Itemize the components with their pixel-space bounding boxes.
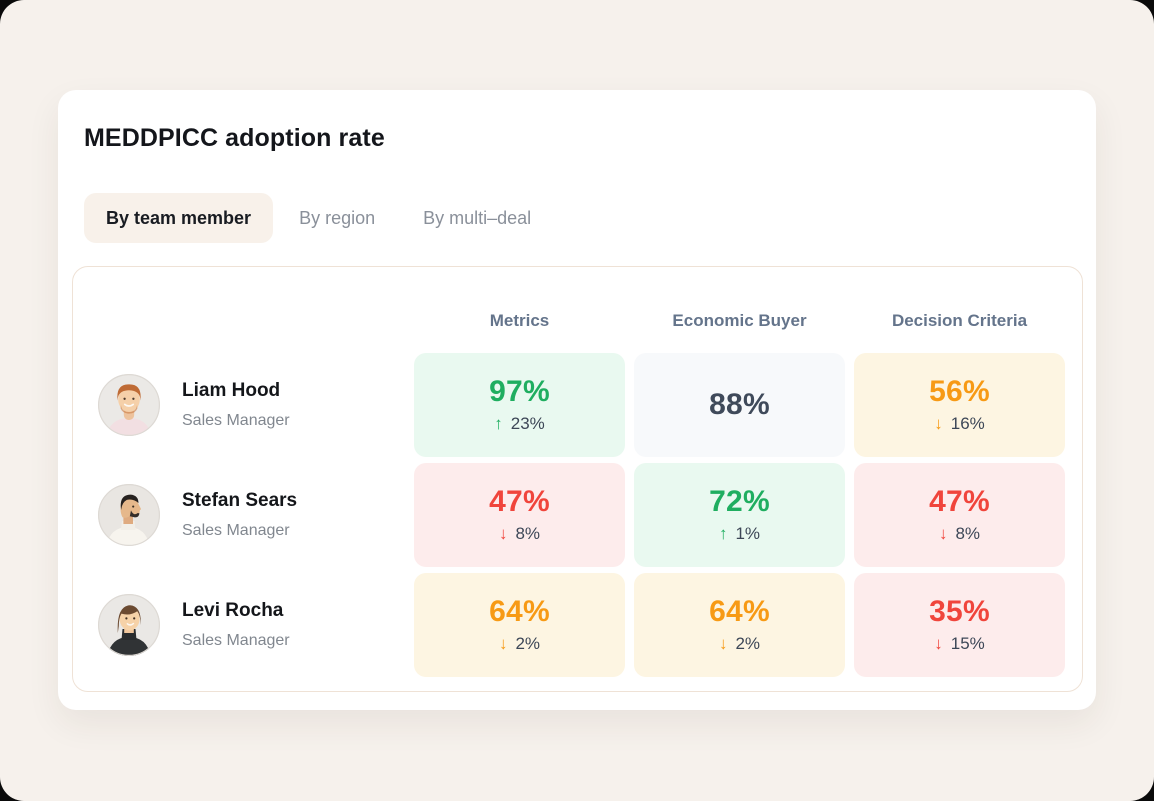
metric-value: 56%	[929, 375, 990, 408]
avatar-stefan-sears	[97, 483, 161, 547]
trend: ↓ 16%	[934, 414, 985, 433]
trend-value: 8%	[955, 524, 981, 543]
trend-down-icon: ↓	[498, 634, 508, 653]
column-header-economic-buyer: Economic Buyer	[672, 311, 807, 330]
trend-value: 15%	[950, 634, 985, 653]
trend-value: 1%	[735, 524, 761, 543]
cell-levi-metrics: 64% ↓ 2%	[414, 573, 625, 677]
metric-value: 72%	[709, 485, 770, 518]
metric-value: 64%	[489, 595, 550, 628]
cell-stefan-metrics: 47% ↓ 8%	[414, 463, 625, 567]
trend-value: 8%	[515, 524, 541, 543]
trend-down-icon: ↓	[934, 414, 943, 433]
tab-by-multi-deal[interactable]: By multi–deal	[401, 193, 553, 243]
team-member-stefan-sears: Stefan Sears Sales Manager	[97, 463, 405, 567]
meddpicc-adoption-card: MEDDPICC adoption rate By team member By…	[58, 90, 1096, 710]
member-name: Levi Rocha	[182, 600, 284, 621]
tab-by-team-member[interactable]: By team member	[84, 193, 274, 243]
member-role: Sales Manager	[182, 412, 290, 429]
metric-value: 97%	[489, 375, 550, 408]
trend-value: 16%	[950, 414, 985, 433]
cell-liam-economic-buyer: 88%	[634, 353, 845, 457]
metric-value: 88%	[709, 388, 770, 421]
trend: ↓ 8%	[939, 524, 980, 543]
tab-by-region[interactable]: By region	[277, 193, 397, 243]
team-member-liam-hood: Liam Hood Sales Manager	[97, 353, 405, 457]
cell-liam-metrics: 97% ↑ 23%	[414, 353, 625, 457]
member-info: Stefan Sears Sales Manager	[182, 490, 297, 540]
team-member-levi-rocha: Levi Rocha Sales Manager	[97, 573, 405, 677]
avatar-liam-hood	[97, 373, 161, 437]
adoption-table: Metrics Economic Buyer Decision Criteria	[97, 295, 1065, 677]
trend: ↑ 23%	[494, 414, 545, 433]
member-role: Sales Manager	[182, 522, 290, 539]
trend-down-icon: ↓	[934, 634, 943, 653]
trend: ↓ 2%	[499, 634, 540, 653]
cell-levi-economic-buyer: 64% ↓ 2%	[634, 573, 845, 677]
member-info: Liam Hood Sales Manager	[182, 380, 290, 430]
trend: ↑ 1%	[719, 524, 760, 543]
trend: ↓ 2%	[719, 634, 760, 653]
avatar-levi-rocha	[97, 593, 161, 657]
metric-value: 35%	[929, 595, 990, 628]
column-header-decision-criteria: Decision Criteria	[891, 311, 1028, 330]
metric-value: 47%	[489, 485, 550, 518]
trend-down-icon: ↓	[938, 524, 948, 543]
trend-value: 23%	[510, 414, 545, 433]
member-name: Liam Hood	[182, 380, 281, 401]
member-name: Stefan Sears	[182, 490, 298, 511]
member-info: Levi Rocha Sales Manager	[182, 600, 290, 650]
page-title: MEDDPICC adoption rate	[84, 124, 385, 152]
trend-down-icon: ↓	[718, 634, 728, 653]
tab-list: By team member By region By multi–deal	[84, 193, 1070, 243]
trend-up-icon: ↑	[718, 524, 728, 543]
trend-up-icon: ↑	[494, 414, 503, 433]
cell-stefan-decision-criteria: 47% ↓ 8%	[854, 463, 1065, 567]
trend-value: 2%	[735, 634, 761, 653]
metric-value: 47%	[929, 485, 990, 518]
member-role: Sales Manager	[182, 632, 290, 649]
column-header-spacer	[97, 295, 405, 347]
trend: ↓ 8%	[499, 524, 540, 543]
trend-value: 2%	[515, 634, 541, 653]
cell-liam-decision-criteria: 56% ↓ 16%	[854, 353, 1065, 457]
cell-levi-decision-criteria: 35% ↓ 15%	[854, 573, 1065, 677]
adoption-table-panel: Metrics Economic Buyer Decision Criteria	[72, 266, 1083, 692]
cell-stefan-economic-buyer: 72% ↑ 1%	[634, 463, 845, 567]
metric-value: 64%	[709, 595, 770, 628]
column-header-metrics: Metrics	[489, 311, 550, 330]
trend-down-icon: ↓	[498, 524, 508, 543]
trend: ↓ 15%	[934, 634, 985, 653]
